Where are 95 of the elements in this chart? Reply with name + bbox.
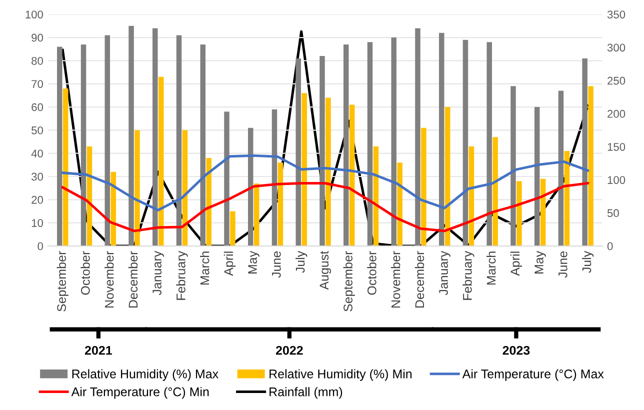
x-tick-label: July bbox=[296, 250, 308, 273]
bar bbox=[588, 86, 594, 246]
bar bbox=[134, 130, 140, 246]
bar bbox=[272, 109, 278, 246]
y-tick-label: 90 bbox=[32, 34, 44, 42]
bar bbox=[582, 58, 588, 246]
x-tick-label: March bbox=[200, 252, 210, 285]
x-tick-label: October bbox=[80, 251, 90, 295]
bar bbox=[224, 112, 230, 246]
y2-tick-label: 0 bbox=[607, 242, 613, 250]
x-tick-label: December bbox=[414, 251, 424, 308]
y-tick-label: 100 bbox=[26, 10, 44, 18]
bar bbox=[534, 107, 540, 246]
bar bbox=[152, 28, 158, 246]
bar bbox=[540, 178, 546, 246]
bar bbox=[391, 38, 396, 246]
x-tick-label: April bbox=[224, 252, 236, 276]
legend-label: Relative Humidity (%) Min bbox=[270, 369, 412, 381]
bar bbox=[62, 88, 68, 246]
y-tick-label: 0 bbox=[38, 242, 44, 250]
bar bbox=[320, 56, 325, 246]
legend-label: Relative Humidity (%) Max bbox=[72, 369, 218, 381]
x-tick-label: June bbox=[272, 251, 281, 278]
y2-tick-label: 300 bbox=[607, 44, 626, 52]
bar bbox=[343, 44, 349, 246]
bar bbox=[278, 162, 284, 246]
bar bbox=[438, 32, 444, 246]
x-tick-label: February bbox=[176, 250, 188, 300]
bar bbox=[200, 44, 206, 246]
legend-label: Air Temperature (°C) Min bbox=[71, 387, 209, 399]
y2-tick-label: 100 bbox=[608, 176, 626, 184]
y-tick-label: 70 bbox=[32, 80, 44, 88]
line-series bbox=[61, 154, 590, 212]
bar bbox=[444, 107, 450, 246]
bar bbox=[302, 93, 307, 246]
bar bbox=[176, 35, 182, 246]
bar bbox=[558, 90, 564, 246]
bar bbox=[367, 42, 373, 246]
x-tick-label: October bbox=[367, 251, 376, 295]
bar bbox=[296, 58, 301, 246]
text: 2023 bbox=[502, 346, 530, 355]
bar bbox=[326, 98, 331, 246]
x-tick-label: January bbox=[152, 250, 164, 296]
x-tick-label: August bbox=[320, 250, 332, 290]
bar bbox=[486, 42, 492, 246]
y-tick-label: 30 bbox=[32, 172, 44, 181]
bar bbox=[397, 162, 402, 246]
bar bbox=[80, 44, 86, 246]
bar bbox=[254, 183, 260, 246]
bar bbox=[57, 46, 62, 246]
x-tick-label: May bbox=[534, 250, 546, 274]
y-tick-label: 20 bbox=[32, 196, 44, 204]
x-tick-label: February bbox=[462, 250, 474, 300]
text: 2021 bbox=[84, 346, 112, 355]
x-tick-label: September bbox=[56, 251, 68, 312]
bar bbox=[248, 128, 254, 246]
bar bbox=[110, 172, 116, 246]
bar bbox=[104, 35, 110, 246]
x-tick-label: September bbox=[343, 251, 355, 312]
bar bbox=[415, 28, 420, 246]
y-tick-label: 80 bbox=[32, 56, 44, 65]
y2-tick-label: 50 bbox=[607, 209, 619, 218]
text: 2022 bbox=[276, 346, 303, 355]
y-tick-label: 10 bbox=[32, 219, 44, 227]
y2-tick-label: 350 bbox=[607, 10, 626, 18]
y2-tick-label: 150 bbox=[608, 142, 626, 151]
x-tick-label: March bbox=[486, 252, 496, 285]
bar bbox=[182, 130, 188, 246]
x-tick-label: May bbox=[248, 250, 260, 274]
y-tick-label: 50 bbox=[32, 126, 44, 134]
bar bbox=[516, 181, 522, 246]
x-tick-label: December bbox=[128, 251, 138, 308]
bar bbox=[206, 158, 212, 246]
y-tick-label: 60 bbox=[32, 103, 44, 112]
bar bbox=[128, 26, 134, 246]
bar bbox=[421, 128, 426, 246]
x-tick-label: April bbox=[510, 252, 522, 276]
bar bbox=[468, 146, 474, 246]
x-tick-label: July bbox=[582, 250, 594, 273]
y2-tick-label: 200 bbox=[608, 110, 626, 118]
legend-label: Air Temperature (°C) Max bbox=[462, 369, 604, 381]
x-tick-label: June bbox=[558, 251, 568, 278]
bar bbox=[158, 76, 164, 246]
x-tick-label: November bbox=[391, 251, 400, 308]
legend-label: Rainfall (mm) bbox=[270, 387, 342, 399]
y2-tick-label: 250 bbox=[608, 76, 626, 85]
x-tick-label: November bbox=[104, 251, 114, 308]
y-tick-label: 40 bbox=[31, 150, 44, 158]
x-tick-label: January bbox=[439, 250, 450, 296]
bar bbox=[230, 211, 236, 246]
bar bbox=[349, 104, 355, 246]
line-series bbox=[61, 182, 590, 232]
bar bbox=[492, 137, 498, 246]
bar bbox=[462, 40, 468, 246]
bar bbox=[510, 86, 516, 246]
